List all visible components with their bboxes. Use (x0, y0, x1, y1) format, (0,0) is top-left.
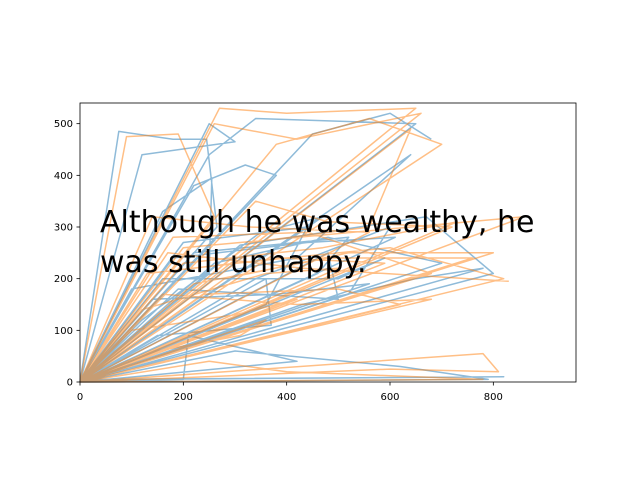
x-axis-ticks: 0 200 400 600 800 (77, 382, 503, 403)
axes-layer (79, 102, 577, 383)
x-tick-label: 800 (484, 392, 503, 403)
series-layer (79, 107, 526, 383)
series-line-2 (79, 107, 526, 383)
y-tick-label: 200 (54, 274, 73, 285)
plot-frame (79, 102, 577, 383)
overlay-text-line-2: was still unhappy. (100, 245, 367, 280)
y-tick-label: 0 (67, 378, 73, 389)
x-tick-label: 600 (380, 392, 399, 403)
y-tick-label: 100 (54, 326, 73, 337)
y-tick-label: 400 (54, 171, 73, 182)
y-tick-label: 500 (54, 119, 73, 130)
overlay-text-line-1: Although he was wealthy, he (100, 205, 534, 240)
x-tick-label: 0 (77, 392, 83, 403)
x-tick-label: 200 (174, 392, 193, 403)
y-axis-ticks: 0 100 200 300 400 500 (54, 119, 80, 389)
y-tick-label: 300 (54, 223, 73, 234)
x-tick-label: 400 (277, 392, 296, 403)
